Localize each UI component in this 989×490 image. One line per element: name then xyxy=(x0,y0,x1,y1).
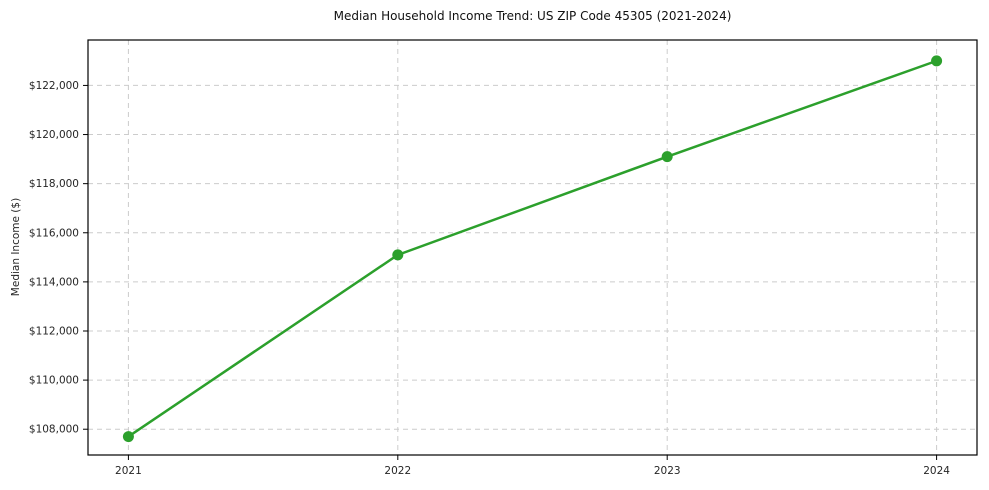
data-point-2023 xyxy=(661,151,673,163)
trend-line xyxy=(127,59,938,438)
x-tick-label: 2021 xyxy=(115,465,142,477)
data-point-2021 xyxy=(122,431,134,443)
y-tick-label: $108,000 xyxy=(29,424,79,436)
y-tick-label: $120,000 xyxy=(29,129,79,141)
data-point-2024 xyxy=(931,55,943,67)
y-tick-label: $114,000 xyxy=(29,276,79,288)
y-tick-label: $116,000 xyxy=(29,227,79,239)
chart-title: Median Household Income Trend: US ZIP Co… xyxy=(333,9,732,23)
y-tick-label: $110,000 xyxy=(29,375,79,387)
x-tick-label: 2023 xyxy=(654,465,681,477)
y-tick-label: $112,000 xyxy=(29,325,79,337)
x-tick-label: 2022 xyxy=(384,465,411,477)
y-axis-label: Median Income ($) xyxy=(10,197,22,297)
x-tick-label: 2024 xyxy=(923,465,950,477)
plot-border xyxy=(87,39,978,456)
y-tick-label: $122,000 xyxy=(29,80,79,92)
data-point-2022 xyxy=(392,249,404,261)
y-tick-label: $118,000 xyxy=(29,178,79,190)
